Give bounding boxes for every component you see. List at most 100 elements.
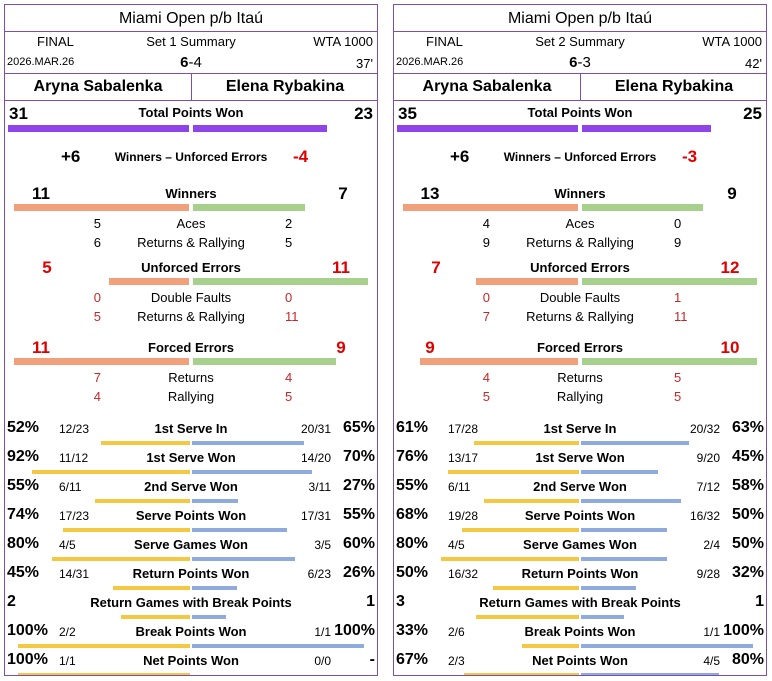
total-points-bar-b bbox=[582, 125, 711, 132]
player-b-name: Elena Rybakina bbox=[614, 78, 734, 95]
stat-bar-a bbox=[100, 441, 190, 445]
header-divider bbox=[5, 31, 377, 32]
stat-fraction-a: 6/11 bbox=[448, 480, 471, 494]
stat-bar-b bbox=[192, 586, 237, 590]
forced-errors-detail-a: 5 bbox=[482, 389, 490, 404]
stat-fraction-b: 7/12 bbox=[696, 480, 720, 494]
stat-fraction-a: 17/28 bbox=[448, 422, 479, 436]
forced-errors-b: 9 bbox=[336, 338, 346, 357]
stat-fraction-a: 1/1 bbox=[59, 654, 76, 668]
winners-detail-label: Aces bbox=[565, 216, 595, 231]
total-points-b: 23 bbox=[354, 104, 373, 123]
round-label: FINAL bbox=[426, 34, 463, 49]
unforced-errors-detail-a: 0 bbox=[482, 290, 490, 305]
set-1-summary-panel: Miami Open p/b Itaú FINAL Set 1 Summary WTA… bbox=[4, 4, 378, 676]
stat-percent-b: 27% bbox=[342, 477, 375, 494]
total-points-bar-a bbox=[8, 125, 189, 132]
stat-percent-a: 2 bbox=[7, 593, 16, 610]
unforced-errors-b: 12 bbox=[720, 258, 740, 277]
stat-percent-b: 1 bbox=[755, 593, 764, 610]
unforced-errors-label: Unforced Errors bbox=[530, 260, 630, 275]
stat-bar-a bbox=[62, 528, 190, 532]
player-a-name: Aryna Sabalenka bbox=[422, 78, 552, 95]
stat-percent-a: 45% bbox=[7, 564, 40, 581]
stat-percent-b: 50% bbox=[731, 506, 764, 523]
stat-bar-a bbox=[493, 586, 579, 590]
stat-percent-a: 61% bbox=[396, 419, 429, 436]
unforced-errors-b: 11 bbox=[332, 258, 350, 277]
stat-percent-a: 3 bbox=[396, 593, 405, 610]
score-separator: - bbox=[577, 54, 583, 71]
stat-fraction-a: 19/28 bbox=[448, 509, 479, 523]
stat-fraction-a: 4/5 bbox=[448, 538, 465, 552]
forced-errors-detail-label: Returns bbox=[557, 370, 603, 385]
player-a-name: Aryna Sabalenka bbox=[33, 78, 163, 95]
stat-bar-a bbox=[463, 673, 579, 675]
forced-errors-a: 11 bbox=[32, 338, 50, 357]
header-divider bbox=[394, 31, 766, 32]
forced-errors-label: Forced Errors bbox=[148, 340, 234, 355]
tournament-title: Miami Open p/b Itaú bbox=[118, 10, 264, 27]
players-divider bbox=[191, 73, 192, 100]
stat-label: Net Points Won bbox=[143, 653, 239, 668]
stat-bar-a bbox=[484, 499, 579, 503]
stat-percent-a: 52% bbox=[7, 419, 40, 436]
stat-percent-a: 100% bbox=[7, 651, 48, 668]
unforced-errors-detail-label: Double Faults bbox=[539, 290, 621, 305]
stat-label: 2nd Serve Won bbox=[144, 479, 238, 494]
unforced-errors-label: Unforced Errors bbox=[141, 260, 241, 275]
match-date: 2026.MAR.26 bbox=[7, 56, 75, 68]
stat-bar-b bbox=[581, 644, 753, 648]
stat-fraction-b: 9/28 bbox=[696, 567, 720, 581]
winners-bar-a bbox=[402, 204, 578, 211]
forced-errors-detail-label: Rallying bbox=[556, 389, 604, 404]
stat-label: Serve Games Won bbox=[523, 537, 637, 552]
score-separator: - bbox=[188, 54, 194, 71]
total-points-label: Total Points Won bbox=[138, 105, 244, 120]
total-points-label: Total Points Won bbox=[527, 105, 633, 120]
forced-errors-detail-b: 5 bbox=[674, 389, 682, 404]
stat-label: Serve Games Won bbox=[134, 537, 248, 552]
stat-percent-b: 63% bbox=[731, 419, 764, 436]
unforced-errors-bar-b bbox=[582, 278, 758, 285]
unforced-errors-detail-b: 0 bbox=[285, 290, 293, 305]
winners-b: 9 bbox=[727, 184, 737, 203]
set-summary-label: Set 2 Summary bbox=[535, 34, 625, 49]
stat-fraction-a: 2/3 bbox=[448, 654, 465, 668]
stat-percent-a: 74% bbox=[7, 506, 40, 523]
stat-label: Return Points Won bbox=[132, 566, 250, 581]
forced-errors-detail-b: 5 bbox=[285, 389, 293, 404]
stat-percent-a: 67% bbox=[396, 651, 429, 668]
stat-bar-a bbox=[448, 470, 579, 474]
winners-b: 7 bbox=[338, 184, 348, 203]
players-divider bbox=[580, 73, 581, 100]
stat-percent-b: 100% bbox=[723, 622, 764, 639]
stat-bar-b bbox=[581, 586, 637, 590]
total-points-a: 35 bbox=[398, 104, 417, 123]
stat-percent-a: 80% bbox=[7, 535, 40, 552]
stat-bar-b bbox=[581, 673, 719, 675]
stat-percent-b: 32% bbox=[731, 564, 764, 581]
winners-bar-a bbox=[13, 204, 189, 211]
forced-errors-b: 10 bbox=[720, 338, 740, 357]
forced-errors-a: 9 bbox=[425, 338, 435, 357]
stat-percent-b: 58% bbox=[731, 477, 764, 494]
total-points-bar-a bbox=[397, 125, 578, 132]
score-b: 3 bbox=[582, 54, 591, 71]
stat-fraction-a: 11/12 bbox=[59, 451, 89, 465]
stat-label: Return Games with Break Points bbox=[479, 595, 681, 610]
forced-errors-detail-label: Rallying bbox=[167, 389, 215, 404]
stat-fraction-b: 20/31 bbox=[300, 422, 331, 436]
tournament-level: WTA 1000 bbox=[313, 34, 373, 49]
stat-percent-b: - bbox=[369, 651, 375, 668]
stat-bar-b bbox=[192, 615, 227, 619]
forced-errors-bar-a bbox=[13, 358, 189, 365]
stat-bar-a bbox=[31, 470, 190, 474]
forced-errors-bar-a bbox=[420, 358, 578, 365]
stat-fraction-a: 17/23 bbox=[59, 509, 90, 523]
stat-fraction-a: 2/6 bbox=[448, 625, 465, 639]
stat-bar-a bbox=[95, 499, 190, 503]
stat-percent-a: 33% bbox=[396, 622, 429, 639]
stat-fraction-b: 6/23 bbox=[307, 567, 331, 581]
stat-fraction-a: 13/17 bbox=[448, 451, 479, 465]
